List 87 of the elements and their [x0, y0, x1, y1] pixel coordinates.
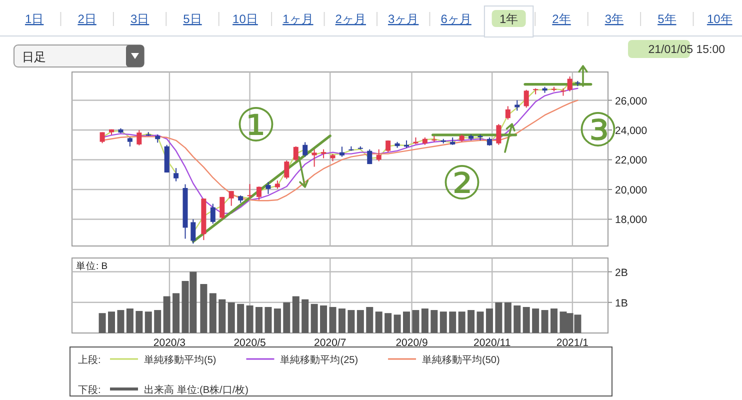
legend-title: 上段: [78, 354, 101, 366]
bar [430, 310, 438, 333]
bar [532, 308, 540, 333]
category-label: 10日 [232, 12, 258, 26]
category-label: 2日 [78, 12, 96, 26]
bar [246, 305, 254, 333]
legend-title: 下段: [78, 384, 101, 396]
bar [117, 310, 124, 333]
bar [98, 313, 106, 333]
category-label: 5日 [183, 12, 202, 26]
annotation: ② [441, 157, 483, 209]
text: 日足 [22, 50, 46, 64]
category-label: 3年 [604, 12, 624, 26]
bar [310, 304, 318, 333]
x-tick-label: 2021/1 [556, 337, 589, 349]
category-label: 1ヶ月 [282, 12, 314, 26]
bar [283, 302, 290, 333]
bar [163, 296, 170, 333]
bar [476, 312, 484, 333]
category-label: 2ヶ月 [335, 12, 366, 26]
y-tick-label: 2B [615, 266, 628, 279]
bar [218, 299, 226, 333]
bar [412, 310, 420, 333]
bar [154, 310, 162, 333]
bar [264, 306, 272, 333]
category-label: 10年 [706, 12, 732, 26]
y-tick-label: 26,000 [615, 95, 648, 108]
bar [348, 310, 355, 333]
bar [126, 308, 134, 333]
legend: 下段: 出来高 単位:(B株/口/枚) [78, 385, 248, 396]
y-tick-label: 22,000 [615, 154, 648, 167]
bar [144, 312, 152, 333]
legend-label: 単純移動平均(25) [280, 354, 358, 366]
bar [394, 314, 401, 333]
y-axis-title: 単位: B [76, 260, 108, 272]
bar [320, 305, 328, 333]
bar [375, 312, 382, 333]
bar [256, 306, 263, 333]
bar [136, 310, 143, 333]
category-label: 5年 [658, 12, 676, 26]
legend-label: 単純移動平均(50) [422, 354, 500, 366]
bar [108, 312, 116, 333]
bar [421, 308, 428, 333]
x-tick-label: 2020/3 [153, 337, 186, 349]
bar [237, 304, 244, 333]
legend-label: 単純移動平均(5) [144, 354, 216, 366]
bar [356, 310, 364, 333]
category-label: 1日 [25, 12, 44, 26]
bar [458, 312, 466, 333]
bar [209, 293, 216, 333]
bar [541, 310, 548, 333]
y-tick-label: 24,000 [615, 125, 648, 137]
bar [228, 302, 235, 333]
x-tick-label: 2020/7 [314, 337, 346, 349]
bar [200, 284, 208, 333]
category-label: 6ヶ月 [440, 12, 472, 26]
bar [366, 306, 374, 333]
x-tick-label: 2020/5 [234, 337, 266, 349]
bar [550, 308, 558, 333]
y-tick-label: 1B [615, 297, 628, 310]
legend-label: 出来高 単位:(B株/口/枚) [144, 384, 248, 396]
y-tick-label: 20,000 [615, 184, 648, 196]
category-label: 2年 [552, 12, 571, 26]
category-label: 3ヶ月 [388, 12, 419, 26]
bar [172, 293, 180, 333]
x-tick-label: 2020/11 [474, 337, 511, 349]
x-tick-label: 2020/9 [396, 337, 428, 349]
bar [486, 308, 493, 333]
bar [403, 312, 410, 333]
bar [302, 299, 309, 333]
bar [384, 313, 392, 333]
bar [504, 302, 512, 333]
y-tick-label: 18,000 [615, 214, 648, 226]
bar [274, 308, 281, 333]
bar [468, 310, 475, 333]
bar [292, 296, 300, 333]
bar [495, 302, 502, 333]
bar [514, 305, 521, 333]
category-label: 3日 [130, 12, 150, 26]
annotation: ① [235, 99, 277, 151]
bar [449, 312, 456, 333]
bar [329, 306, 336, 333]
category-label: 1年 [499, 12, 518, 26]
text: 21/01/05 15:00 [648, 44, 725, 56]
bar [338, 308, 346, 333]
bar [522, 306, 530, 333]
bar [440, 312, 447, 333]
